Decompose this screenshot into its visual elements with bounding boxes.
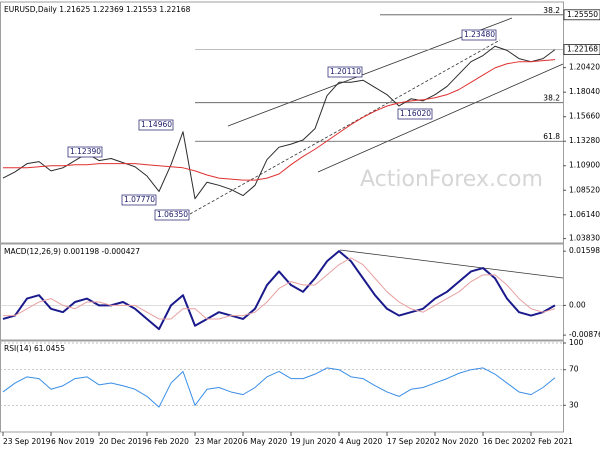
x-tick-label: 4 Aug 2020 [339,437,382,446]
y-tick-label: 70 [569,365,579,374]
y-tick-label: 100 [569,338,584,347]
y-tick-label: 1.03830 [569,234,600,243]
annotation-box [67,146,103,158]
fib-label: 38.2 [543,94,560,103]
panel-frame [0,243,564,341]
annotation: 1.06350 [157,210,188,219]
annotation-box [154,209,190,221]
annotation: 1.14960 [141,120,172,129]
y-tick-label: 1.08520 [569,185,600,194]
price-box [563,44,600,56]
x-tick-label: 6 May 2020 [243,437,287,446]
panel-title: EURUSD,Daily 1.21625 1.22369 1.21553 1.2… [4,5,191,14]
x-tick-label: 6 Nov 2019 [51,437,94,446]
x-tick-label: 2 Nov 2020 [435,437,478,446]
y-tick-label: 0.00 [569,300,586,309]
x-tick-label: 6 Feb 2020 [147,437,189,446]
annotation-box [327,66,363,78]
trend-dashed [189,39,501,215]
y-tick-label: 1.06140 [569,210,600,219]
y-tick-label: 30 [569,400,579,409]
panel-title: RSI(14) 61.0455 [4,344,65,353]
y-tick-label: 1.13280 [569,136,600,145]
series-line [3,257,556,320]
x-tick-label: 17 Sep 2020 [387,437,435,446]
y-tick-label: -0.008762 [569,330,600,339]
annotation-box [461,29,497,41]
annotation: 1.20110 [330,67,361,76]
price-box [563,9,600,21]
y-tick-label: 0.015983 [569,246,600,255]
panel-title: MACD(12,26,9) 0.001198 -0.000427 [4,247,140,256]
watermark: ActionForex.com [360,167,543,192]
series-line [2,367,556,408]
x-tick-label: 16 Dec 2020 [483,437,531,446]
series-line [2,250,556,331]
y-tick-label: 1.10900 [569,161,600,170]
annotation: 1.12390 [70,147,101,156]
price-box-label: 1.22168 [567,45,598,54]
y-tick-label: 1.20420 [569,63,600,72]
annotation-box [397,108,433,120]
series-line [3,59,556,181]
x-tick-label: 23 Sep 2019 [3,437,51,446]
fib-label: 61.8 [543,132,560,141]
x-tick-label: 2 Feb 2021 [531,437,573,446]
price-box-label: 1.25550 [567,10,598,19]
annotation-box [121,194,157,206]
macd-trendline [339,249,564,279]
x-tick-label: 23 Mar 2020 [195,437,243,446]
x-tick-label: 20 Dec 2019 [99,437,147,446]
y-tick-label: 1.18040 [569,87,600,96]
fib-label: 38.2 [543,6,560,15]
annotation: 1.23480 [464,30,495,39]
panel-frame [0,340,564,433]
panel-frame [0,1,564,244]
annotation: 1.16020 [400,109,431,118]
series-line [2,45,556,200]
x-tick-label: 19 Jun 2020 [291,437,336,446]
channel-lower [317,63,564,173]
annotation: 1.07770 [124,195,155,204]
annotation-box [138,119,174,131]
y-tick-label: 1.15660 [569,112,600,121]
